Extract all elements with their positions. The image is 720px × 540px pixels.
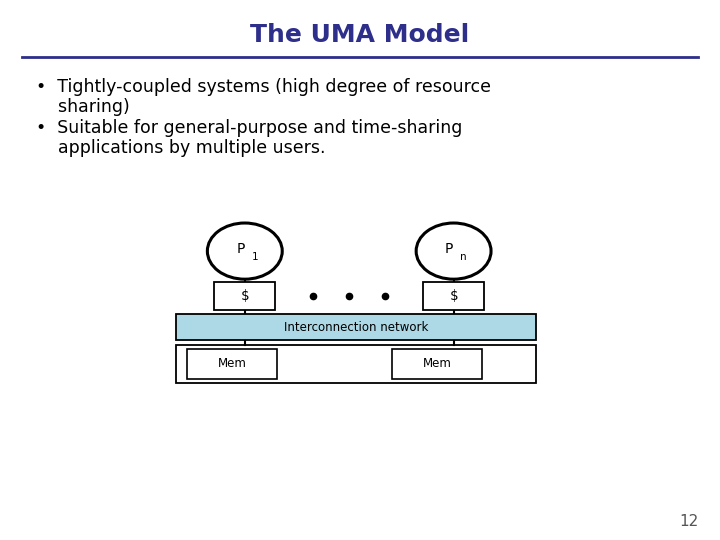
Circle shape (207, 223, 282, 279)
Text: 12: 12 (679, 514, 698, 529)
Circle shape (416, 223, 491, 279)
Text: The UMA Model: The UMA Model (251, 23, 469, 47)
FancyBboxPatch shape (176, 314, 536, 340)
Text: Mem: Mem (423, 357, 452, 370)
FancyBboxPatch shape (176, 345, 536, 383)
FancyBboxPatch shape (187, 349, 277, 379)
Text: sharing): sharing) (36, 98, 130, 116)
Text: applications by multiple users.: applications by multiple users. (36, 139, 325, 157)
Text: •  Suitable for general-purpose and time-sharing: • Suitable for general-purpose and time-… (36, 119, 462, 137)
Text: 1: 1 (251, 252, 258, 261)
Text: Interconnection network: Interconnection network (284, 321, 428, 334)
Text: n: n (460, 252, 467, 261)
Text: $: $ (240, 289, 249, 303)
Text: Mem: Mem (217, 357, 247, 370)
Text: •  Tightly-coupled systems (high degree of resource: • Tightly-coupled systems (high degree o… (36, 78, 491, 96)
FancyBboxPatch shape (423, 282, 484, 310)
FancyBboxPatch shape (392, 349, 482, 379)
Text: P: P (236, 242, 245, 256)
Text: P: P (445, 242, 454, 256)
FancyBboxPatch shape (215, 282, 276, 310)
Text: $: $ (449, 289, 458, 303)
